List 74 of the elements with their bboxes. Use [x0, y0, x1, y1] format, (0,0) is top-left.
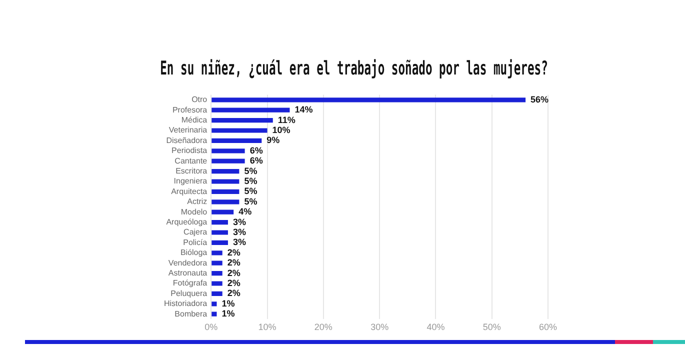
data-label: 5% [244, 176, 258, 186]
bar [212, 148, 245, 154]
bar [212, 240, 228, 245]
data-label: 4% [238, 206, 252, 217]
y-tick-label: Historiadora [164, 299, 208, 308]
data-label: 6% [250, 145, 263, 156]
bar [212, 250, 222, 256]
data-label: 56% [530, 94, 549, 104]
x-tick-label: 10% [258, 322, 276, 332]
bar [212, 260, 222, 266]
bar [212, 118, 273, 123]
bar [212, 302, 217, 306]
y-tick-label: Fotógrafa [172, 278, 208, 288]
data-label: 5% [244, 186, 258, 196]
y-tick-label: Policía [183, 238, 208, 247]
y-tick-label: Cajera [184, 228, 208, 237]
data-label: 14% [294, 104, 313, 115]
data-label: 3% [232, 237, 246, 248]
bar [212, 169, 240, 174]
bar [212, 220, 228, 225]
bar [212, 281, 222, 286]
data-label: 5% [244, 166, 258, 176]
data-label: 3% [232, 216, 246, 227]
bar [212, 108, 290, 112]
bar [212, 210, 234, 214]
y-tick-label: Modelo [180, 207, 208, 216]
data-label: 1% [222, 298, 235, 308]
data-label: 10% [272, 124, 290, 135]
data-label: 2% [227, 288, 240, 298]
bar [212, 312, 217, 316]
data-label: 2% [227, 247, 240, 258]
data-label: 2% [227, 278, 240, 288]
chart-title: En su niñez, ¿cuál era el trabajo soñado por las mujeres? [160, 56, 548, 80]
y-tick-label: Periodista [172, 146, 208, 156]
data-label: 5% [244, 196, 258, 206]
bar [212, 189, 240, 194]
bar [212, 200, 240, 204]
x-tick-label: 30% [370, 322, 389, 332]
y-tick-label: Diseñadora [166, 136, 208, 145]
y-tick-label: Vendedora [168, 258, 208, 268]
y-tick-label: Veterinaria [168, 126, 208, 135]
y-tick-label: Cantante [174, 156, 208, 166]
y-tick-label: Escritora [176, 166, 208, 176]
y-tick-label: Médica [181, 116, 208, 125]
bar [212, 158, 245, 164]
y-tick-label: Ingeniera [174, 176, 208, 186]
y-tick-label: Arquitecta [171, 186, 208, 196]
y-tick-label: Profesora [172, 105, 208, 114]
data-label: 2% [227, 258, 240, 268]
data-label: 2% [227, 268, 240, 278]
y-tick-label: Bióloga [180, 248, 208, 258]
bar [212, 230, 228, 235]
y-tick-label: Bombera [174, 309, 208, 318]
bar [212, 138, 262, 143]
x-tick-label: 50% [482, 322, 501, 332]
data-label: 9% [266, 135, 280, 146]
bar [212, 291, 222, 296]
data-label: 11% [278, 114, 296, 125]
data-label: 1% [222, 308, 235, 319]
data-label: 6% [250, 156, 263, 166]
y-tick-label: Actriz [187, 197, 208, 206]
y-tick-label: Peluquera [170, 288, 208, 298]
x-tick-label: 40% [426, 322, 445, 332]
x-tick-label: 20% [314, 322, 332, 332]
bar [212, 271, 222, 276]
y-tick-label: Otro [192, 95, 208, 104]
y-tick-label: Astronauta [168, 268, 208, 278]
bar [212, 98, 526, 102]
bar [212, 128, 268, 133]
data-label: 3% [232, 226, 246, 237]
bar [212, 179, 240, 184]
y-tick-label: Arqueóloga [166, 218, 208, 227]
x-tick-label: 60% [538, 322, 558, 332]
x-tick-label: 0% [204, 322, 218, 332]
